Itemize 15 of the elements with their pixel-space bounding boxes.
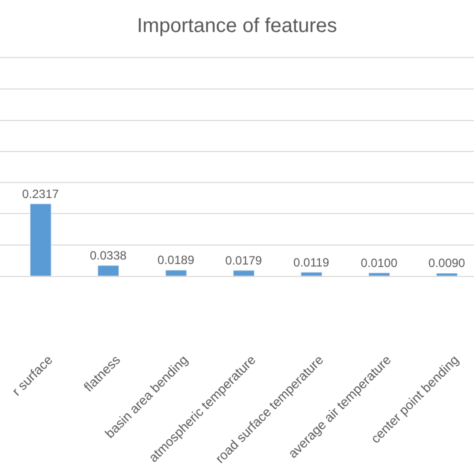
bar <box>300 272 322 276</box>
bar <box>30 204 52 276</box>
bar <box>165 270 187 276</box>
data-label: 0.2317 <box>22 186 60 201</box>
data-label: 0.0100 <box>360 256 398 270</box>
bar <box>368 272 390 276</box>
data-label: 0.0338 <box>90 248 127 262</box>
bar <box>98 265 120 276</box>
data-label: 0.0179 <box>225 253 262 268</box>
data-label: 0.0189 <box>158 253 195 268</box>
data-label: 0.0119 <box>293 255 330 270</box>
bar <box>233 270 255 276</box>
bar <box>436 272 458 276</box>
chart-title: Importance of features <box>136 15 338 37</box>
data-label: 0.0090 <box>428 256 466 270</box>
